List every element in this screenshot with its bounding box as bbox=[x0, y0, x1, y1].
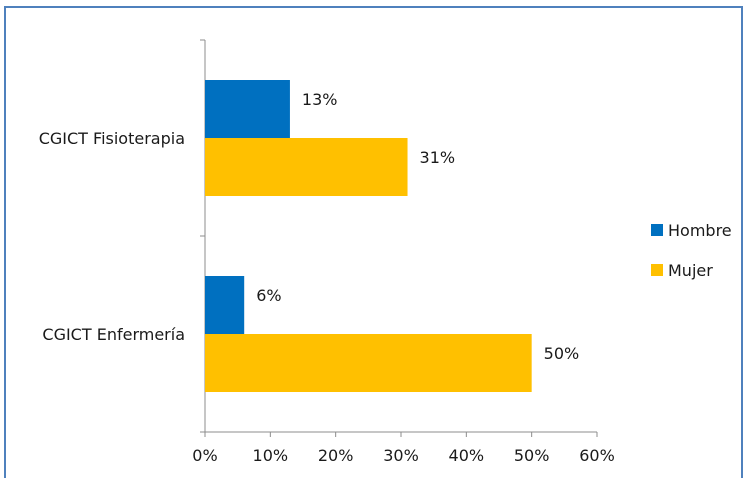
legend-label-hombre: Hombre bbox=[668, 221, 732, 240]
legend-label-mujer: Mujer bbox=[668, 261, 713, 280]
chart-frame bbox=[4, 6, 743, 478]
category-label: CGICT Enfermería bbox=[42, 325, 185, 344]
x-ticks: 0% 10% 20% 30% 40% 50% 60% bbox=[192, 432, 615, 465]
bar-mujer-1 bbox=[205, 138, 408, 196]
data-label: 31% bbox=[420, 148, 456, 167]
category-ticks bbox=[200, 39, 205, 433]
x-tick-label: 20% bbox=[318, 446, 354, 465]
data-label: 50% bbox=[544, 344, 580, 363]
legend: Hombre Mujer bbox=[651, 221, 732, 280]
category-label: CGICT Fisioterapia bbox=[39, 129, 185, 148]
bar-hombre-2 bbox=[205, 276, 245, 334]
bar-hombre-1 bbox=[205, 80, 290, 138]
x-tick-label: 10% bbox=[253, 446, 289, 465]
x-tick-label: 30% bbox=[383, 446, 419, 465]
x-tick-label: 60% bbox=[579, 446, 615, 465]
x-tick-label: 40% bbox=[449, 446, 485, 465]
legend-swatch-mujer bbox=[651, 264, 663, 276]
legend-swatch-hombre bbox=[651, 224, 663, 236]
data-label: 6% bbox=[256, 286, 281, 305]
x-tick-label: 0% bbox=[192, 446, 217, 465]
x-tick-label: 50% bbox=[514, 446, 550, 465]
data-label: 13% bbox=[302, 90, 338, 109]
category-labels: CGICT Fisioterapia CGICT Enfermería bbox=[39, 129, 185, 344]
bars: 13% 31% 6% 50% bbox=[205, 80, 579, 392]
bar-mujer-2 bbox=[205, 334, 532, 392]
